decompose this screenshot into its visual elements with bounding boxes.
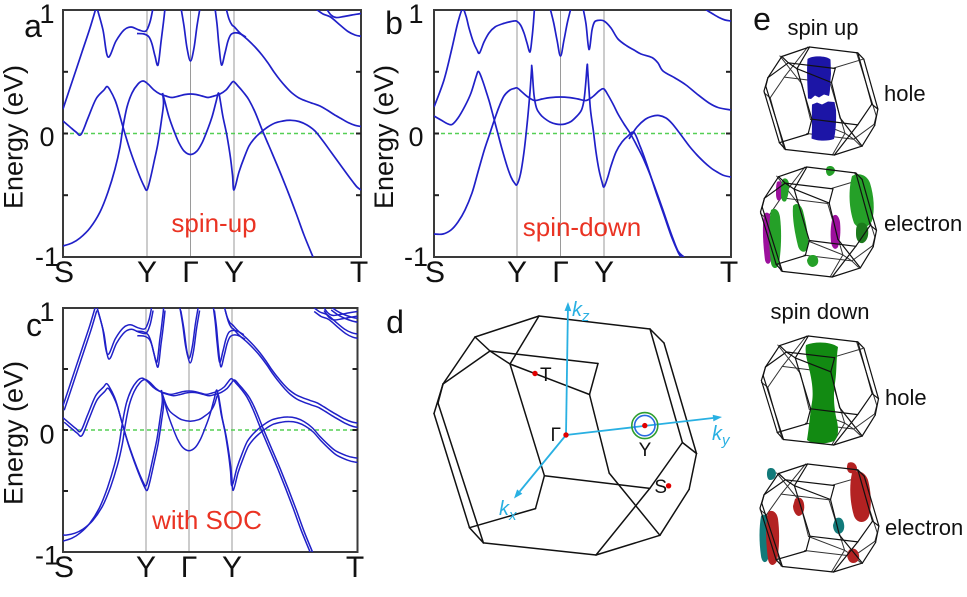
svg-text:1: 1 <box>39 297 54 327</box>
svg-text:Y: Y <box>224 256 244 289</box>
svg-text:T: T <box>346 551 364 584</box>
svg-text:b: b <box>385 5 403 41</box>
svg-text:T: T <box>720 256 738 289</box>
svg-text:T: T <box>350 256 368 289</box>
svg-text:-1: -1 <box>35 541 59 571</box>
svg-text:Y: Y <box>594 256 614 289</box>
svg-text:Y: Y <box>137 256 157 289</box>
svg-text:1: 1 <box>39 0 54 29</box>
svg-text:Γ: Γ <box>182 256 199 289</box>
svg-text:Energy (eV): Energy (eV) <box>0 65 29 209</box>
svg-text:Y: Y <box>507 256 527 289</box>
svg-text:Energy (eV): Energy (eV) <box>0 361 29 505</box>
svg-text:S: S <box>54 551 74 584</box>
svg-text:with SOC: with SOC <box>151 505 262 535</box>
svg-text:0: 0 <box>39 122 54 152</box>
svg-text:Γ: Γ <box>181 551 198 584</box>
svg-text:S: S <box>654 477 667 498</box>
svg-text:T: T <box>540 365 552 386</box>
svg-text:-1: -1 <box>404 242 428 272</box>
svg-text:electron: electron <box>885 515 963 540</box>
svg-text:0: 0 <box>39 420 54 450</box>
svg-text:Γ: Γ <box>552 256 569 289</box>
svg-text:-1: -1 <box>35 242 59 272</box>
svg-text:hole: hole <box>884 81 926 106</box>
svg-text:Y: Y <box>639 440 652 461</box>
svg-text:Γ: Γ <box>551 425 561 446</box>
svg-text:e: e <box>753 1 771 37</box>
svg-text:S: S <box>54 256 74 289</box>
svg-text:1: 1 <box>408 0 423 29</box>
svg-text:a: a <box>24 8 42 44</box>
svg-text:Y: Y <box>222 551 242 584</box>
svg-text:spin up: spin up <box>788 15 859 40</box>
svg-text:electron: electron <box>884 211 962 236</box>
svg-text:spin-up: spin-up <box>171 208 256 238</box>
svg-text:Energy (eV): Energy (eV) <box>369 65 399 209</box>
svg-text:S: S <box>425 256 445 289</box>
svg-text:spin-down: spin-down <box>523 212 642 242</box>
svg-text:spin down: spin down <box>770 299 869 324</box>
svg-text:c: c <box>26 307 42 343</box>
svg-text:hole: hole <box>885 385 927 410</box>
svg-text:Y: Y <box>136 551 156 584</box>
svg-text:0: 0 <box>408 122 423 152</box>
svg-text:d: d <box>386 304 404 340</box>
